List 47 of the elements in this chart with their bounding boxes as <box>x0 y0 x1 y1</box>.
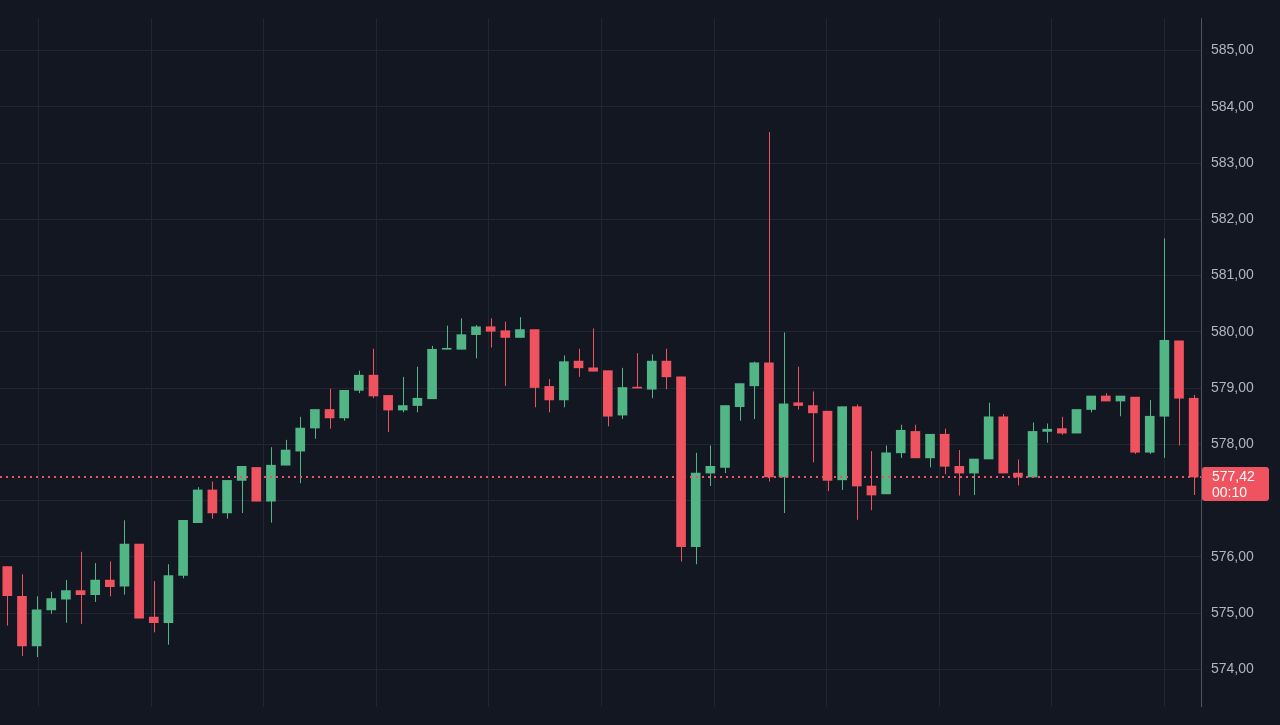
y-tick-label: 584,00 <box>1211 97 1255 114</box>
candlestick <box>456 317 467 350</box>
y-tick-label: 574,00 <box>1211 660 1255 677</box>
y-tick-label: 575,00 <box>1211 604 1255 621</box>
y-tick-label: 580,00 <box>1211 322 1255 339</box>
candlestick <box>485 317 496 349</box>
candlestick <box>1042 423 1053 444</box>
candlestick <box>734 383 745 422</box>
candlestick <box>148 580 159 633</box>
candlestick <box>412 366 423 413</box>
candlestick <box>46 591 57 615</box>
candlestick <box>236 465 247 514</box>
y-tick-label: 581,00 <box>1211 266 1255 283</box>
candlestick <box>515 316 525 338</box>
candlestick <box>544 378 555 413</box>
y-tick-label: 583,00 <box>1211 153 1255 170</box>
candlestick <box>1057 416 1067 436</box>
text: 00:10 <box>1212 483 1248 500</box>
candlestick <box>75 551 86 625</box>
candlestick <box>895 424 906 459</box>
ref-line-label: 577,42 <box>1212 467 1256 484</box>
candlestick <box>354 370 364 394</box>
candlestick <box>383 394 393 433</box>
candlestick <box>295 416 306 484</box>
candlestick <box>793 366 804 410</box>
candlestick <box>324 388 335 430</box>
candlestick <box>500 321 511 387</box>
candlestick <box>471 324 481 359</box>
y-tick-label: 579,00 <box>1211 378 1255 395</box>
candlestick <box>105 560 115 597</box>
candlestick <box>441 325 452 350</box>
candlestick <box>368 348 379 399</box>
candlestick <box>397 376 408 413</box>
y-tick-label: 576,00 <box>1211 547 1255 564</box>
candlestick <box>310 408 320 440</box>
y-tick-label: 585,00 <box>1211 41 1255 58</box>
candlestick <box>207 481 218 520</box>
candlestick <box>749 361 760 420</box>
y-tick-label: 582,00 <box>1211 210 1255 227</box>
y-tick-label: 578,00 <box>1211 435 1255 452</box>
candlestick <box>280 439 291 466</box>
candlestick <box>90 562 101 603</box>
candlestick <box>661 348 672 390</box>
candlestick <box>808 390 818 463</box>
candlestick <box>969 458 979 496</box>
candlestick <box>588 327 599 372</box>
candlestick <box>61 579 71 624</box>
